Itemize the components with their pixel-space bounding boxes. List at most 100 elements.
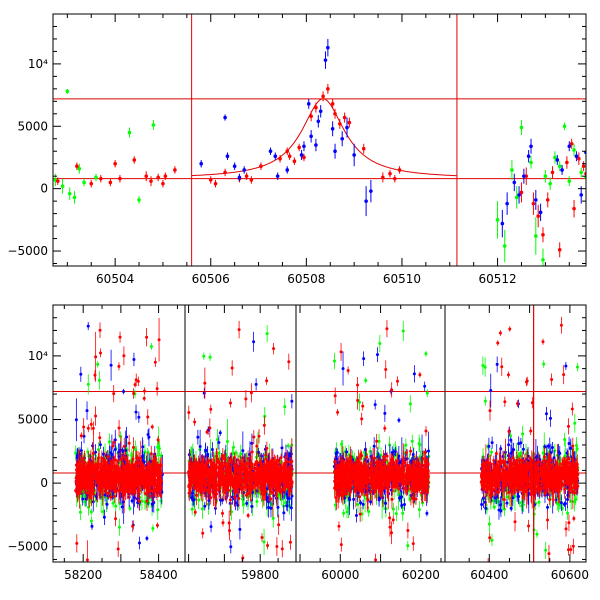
bottom-point-red xyxy=(201,531,205,535)
top-point-green-16 xyxy=(534,234,538,238)
bottom-point-green xyxy=(286,444,290,448)
bottom-point-blue xyxy=(101,452,105,456)
top-point-red-43 xyxy=(531,201,536,206)
top-point-red-30 xyxy=(326,87,330,91)
bottom-point-blue xyxy=(210,447,214,451)
bottom-point-red xyxy=(131,467,135,471)
top-point-blue-13 xyxy=(309,134,313,139)
bottom-point-red xyxy=(125,488,129,492)
bottom-point-blue xyxy=(209,525,213,529)
bottom-point-blue xyxy=(192,498,196,502)
bottom-point-red xyxy=(117,364,121,368)
top-point-blue-27 xyxy=(505,201,509,206)
bottom-point-blue xyxy=(132,496,136,500)
bottom-point-red xyxy=(74,476,78,480)
bottom-point-blue xyxy=(120,505,124,509)
bottom-point-red xyxy=(132,391,136,395)
top-point-blue-5 xyxy=(242,168,247,172)
bottom-point-red xyxy=(255,459,259,463)
bottom-point-red xyxy=(86,486,90,490)
bottom-point-red xyxy=(151,470,155,474)
bottom-point-red xyxy=(85,491,89,495)
top-point-green-10 xyxy=(151,123,156,127)
bottom-point-red xyxy=(139,482,143,486)
bottom-point-red xyxy=(193,420,197,424)
top-point-red-53 xyxy=(557,247,562,252)
bottom-point-green xyxy=(265,332,269,336)
bottom-point-red xyxy=(86,426,90,430)
bottom-point-green xyxy=(151,526,155,530)
bottom-point-red xyxy=(266,481,270,485)
bottom-point-red xyxy=(93,373,97,377)
top-point-red-25 xyxy=(297,145,301,150)
bottom-point-red xyxy=(126,473,130,477)
bottom-point-red xyxy=(116,547,120,551)
bottom-point-red xyxy=(269,497,273,501)
bottom-point-blue xyxy=(102,515,106,519)
bottom-point-green xyxy=(217,451,221,455)
bottom-point-blue xyxy=(280,446,284,450)
bottom-point-red xyxy=(132,490,136,494)
top-point-blue-35 xyxy=(555,158,560,162)
top-point-blue-39 xyxy=(579,193,584,197)
bottom-point-red xyxy=(109,495,113,499)
bottom-point-red xyxy=(116,467,120,471)
bottom-point-green xyxy=(208,355,212,359)
top-point-blue-15 xyxy=(316,119,321,124)
bottom-point-blue xyxy=(198,445,202,449)
bottom-point-red xyxy=(91,482,95,486)
bottom-point-red xyxy=(208,426,212,430)
top-point-red-46 xyxy=(545,198,550,202)
bottom-point-red xyxy=(227,521,231,525)
bottom-point-red xyxy=(105,567,108,570)
top-point-red-28 xyxy=(314,105,318,110)
top-point-red-18 xyxy=(244,174,249,178)
top-point-blue-11 xyxy=(302,144,306,149)
bottom-point-red xyxy=(244,493,248,497)
bottom-point-red xyxy=(266,544,270,548)
bottom-point-red xyxy=(79,469,83,473)
bottom-point-red xyxy=(83,469,87,473)
bottom-point-red xyxy=(80,457,84,461)
top-point-green-6 xyxy=(82,180,86,185)
bottom-point-red xyxy=(111,474,115,478)
bottom-point-blue xyxy=(134,410,138,414)
bottom-point-red xyxy=(128,467,132,471)
bottom-point-red xyxy=(122,354,126,358)
bottom-point-red xyxy=(111,444,115,448)
bottom-point-red xyxy=(103,473,107,477)
bottom-point-red xyxy=(154,463,158,467)
bottom-point-red xyxy=(156,438,160,442)
bottom-cluster-0 xyxy=(74,317,164,570)
bottom-point-red xyxy=(228,401,232,405)
top-point-red-37 xyxy=(381,175,385,180)
bottom-point-green xyxy=(86,382,90,386)
bottom-point-red xyxy=(82,425,86,429)
bottom-point-red xyxy=(85,466,89,470)
bottom-point-red xyxy=(209,496,213,500)
bottom-point-red xyxy=(108,474,112,478)
bottom-point-red xyxy=(134,378,138,382)
bottom-point-red xyxy=(75,479,79,483)
bottom-point-red xyxy=(277,523,281,527)
bottom-point-red xyxy=(98,489,102,493)
bottom-point-red xyxy=(91,426,95,430)
bottom-cluster-1 xyxy=(187,320,294,562)
bottom-point-red xyxy=(283,470,287,474)
bottom-point-red xyxy=(279,456,283,460)
top-point-blue-25 xyxy=(369,189,373,193)
bottom-point-red xyxy=(232,456,236,460)
top-point-green-5 xyxy=(77,166,82,171)
top-xtick-label-4: 60512 xyxy=(478,272,516,286)
bottom-point-red xyxy=(275,544,279,548)
top-point-red-40 xyxy=(397,168,402,172)
bottom-point-red xyxy=(148,479,152,483)
bottom-point-red xyxy=(93,466,97,470)
top-point-green-3 xyxy=(67,191,72,196)
bottom-point-red xyxy=(121,455,125,459)
top-point-red-41 xyxy=(519,190,524,195)
bottom-point-red xyxy=(90,485,94,489)
bottom-point-red xyxy=(237,328,241,332)
top-series-blue xyxy=(199,38,586,238)
bottom-point-blue xyxy=(140,454,144,458)
